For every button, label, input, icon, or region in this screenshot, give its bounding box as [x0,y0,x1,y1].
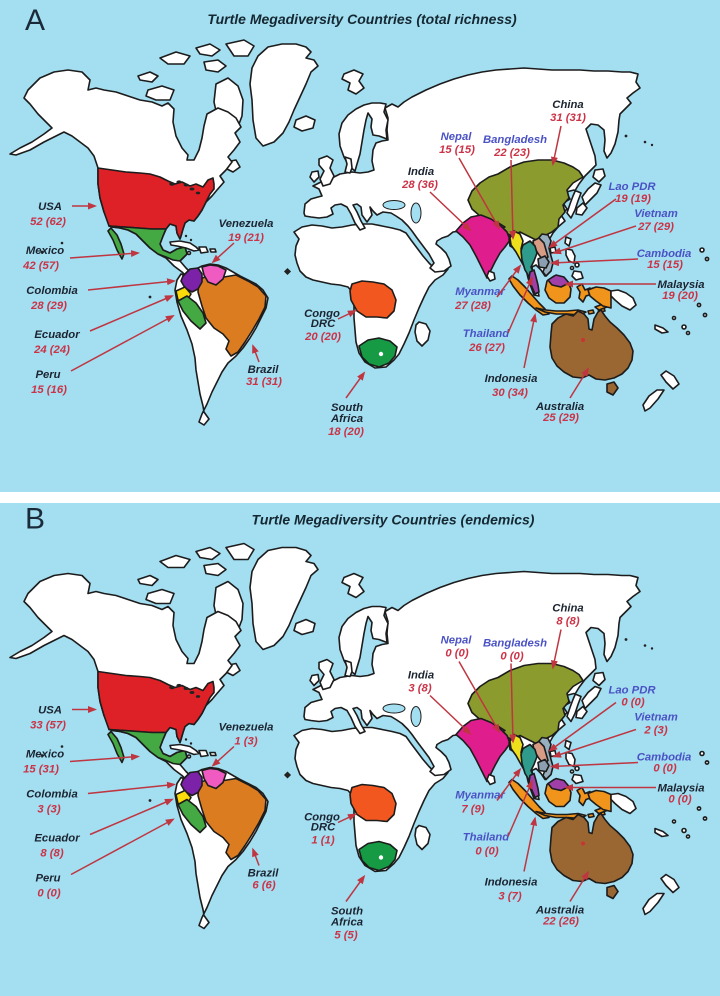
svg-text:0 (0): 0 (0) [621,697,644,709]
svg-text:33 (57): 33 (57) [30,720,66,732]
svg-text:8 (8): 8 (8) [556,616,579,628]
svg-text:20 (20): 20 (20) [304,331,341,343]
svg-text:28 (29): 28 (29) [30,300,67,312]
svg-text:1 (1): 1 (1) [311,835,334,847]
svg-text:Mexico: Mexico [26,749,64,761]
svg-text:31 (31): 31 (31) [246,376,282,388]
svg-text:India: India [408,670,434,682]
svg-text:27 (29): 27 (29) [637,221,674,233]
svg-text:19 (21): 19 (21) [228,232,264,244]
svg-text:31 (31): 31 (31) [550,112,586,124]
svg-text:Cambodia: Cambodia [637,752,692,764]
svg-text:22 (26): 22 (26) [542,916,579,928]
svg-text:18 (20): 18 (20) [328,426,364,438]
svg-text:Vietnam: Vietnam [634,712,678,724]
svg-text:China: China [552,603,583,615]
svg-text:Africa: Africa [330,917,363,929]
svg-text:Myanmar: Myanmar [455,790,505,802]
svg-text:Bangladesh: Bangladesh [483,134,547,146]
svg-text:Ecuador: Ecuador [34,329,80,341]
svg-text:0 (0): 0 (0) [653,763,676,775]
svg-text:3 (7): 3 (7) [498,891,521,903]
svg-text:6 (6): 6 (6) [252,880,275,892]
svg-text:A: A [25,4,45,37]
svg-text:0 (0): 0 (0) [445,648,468,660]
svg-text:5 (5): 5 (5) [334,930,357,942]
svg-text:15 (15): 15 (15) [439,144,475,156]
svg-text:Malaysia: Malaysia [657,279,704,291]
svg-text:Australia: Australia [535,905,584,917]
svg-text:19 (20): 19 (20) [662,290,698,302]
svg-text:Africa: Africa [330,413,363,425]
svg-text:24 (24): 24 (24) [33,344,70,356]
svg-text:Colombia: Colombia [26,789,77,801]
svg-text:52 (62): 52 (62) [30,216,66,228]
svg-text:Myanmar: Myanmar [455,286,505,298]
svg-text:0 (0): 0 (0) [500,651,523,663]
svg-text:Indonesia: Indonesia [485,373,538,385]
svg-text:3 (3): 3 (3) [37,804,60,816]
svg-text:7 (9): 7 (9) [461,804,484,816]
svg-text:China: China [552,99,583,111]
svg-text:Malaysia: Malaysia [657,783,704,795]
svg-text:Colombia: Colombia [26,285,77,297]
svg-text:South: South [331,402,363,414]
svg-text:Venezuela: Venezuela [219,722,274,734]
svg-text:Venezuela: Venezuela [219,218,274,230]
svg-text:0 (0): 0 (0) [475,846,498,858]
svg-text:Lao PDR: Lao PDR [608,685,656,697]
svg-text:8 (8): 8 (8) [40,848,63,860]
svg-text:26 (27): 26 (27) [468,342,505,354]
svg-text:Australia: Australia [535,401,584,413]
svg-text:19 (19): 19 (19) [615,193,651,205]
svg-text:B: B [25,503,45,536]
svg-text:DRC: DRC [311,318,336,330]
svg-text:India: India [408,166,434,178]
svg-text:Turtle Megadiversity Countries: Turtle Megadiversity Countries (total ri… [207,11,517,27]
svg-text:42 (57): 42 (57) [22,260,59,272]
svg-text:25 (29): 25 (29) [542,412,579,424]
svg-text:Brazil: Brazil [248,364,280,376]
svg-text:Peru: Peru [35,369,60,381]
svg-text:Mexico: Mexico [26,245,64,257]
svg-text:30 (34): 30 (34) [492,387,528,399]
svg-text:Lao PDR: Lao PDR [608,181,656,193]
svg-text:Vietnam: Vietnam [634,208,678,220]
svg-text:15 (15): 15 (15) [647,259,683,271]
svg-text:27 (28): 27 (28) [454,300,491,312]
svg-text:15 (31): 15 (31) [23,764,59,776]
svg-text:Thailand: Thailand [463,328,511,340]
svg-text:28 (36): 28 (36) [401,179,438,191]
svg-text:USA: USA [38,705,62,717]
svg-text:15 (16): 15 (16) [31,384,67,396]
svg-text:22 (23): 22 (23) [493,147,530,159]
svg-text:0 (0): 0 (0) [37,888,60,900]
svg-text:Cambodia: Cambodia [637,248,692,260]
svg-text:Nepal: Nepal [441,131,473,143]
svg-text:3 (8): 3 (8) [408,683,431,695]
svg-text:0 (0): 0 (0) [668,794,691,806]
svg-text:1 (3): 1 (3) [234,736,257,748]
svg-text:DRC: DRC [311,822,336,834]
svg-text:Turtle Megadiversity Countries: Turtle Megadiversity Countries (endemics… [252,512,535,528]
svg-text:Brazil: Brazil [248,868,280,880]
svg-text:Ecuador: Ecuador [34,833,80,845]
svg-text:Bangladesh: Bangladesh [483,638,547,650]
svg-text:Congo: Congo [304,308,340,320]
svg-text:Nepal: Nepal [441,635,473,647]
svg-text:Peru: Peru [35,873,60,885]
svg-text:Congo: Congo [304,812,340,824]
svg-text:2 (3): 2 (3) [643,725,667,737]
svg-text:USA: USA [38,201,62,213]
svg-text:Indonesia: Indonesia [485,877,538,889]
svg-text:Thailand: Thailand [463,832,511,844]
svg-text:South: South [331,906,363,918]
